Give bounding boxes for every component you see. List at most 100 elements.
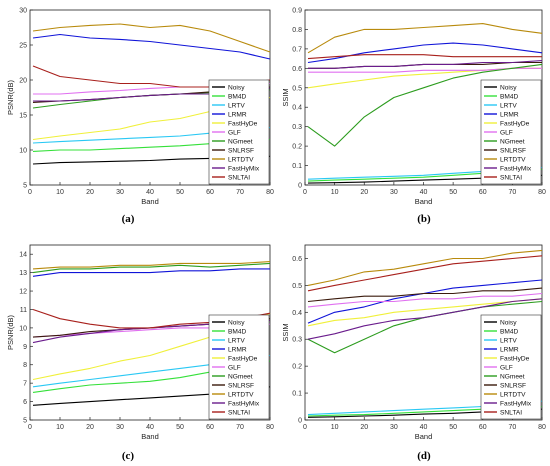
y-tick-label: 0.1 — [292, 163, 302, 170]
y-axis-label: PSNR(dB) — [6, 314, 15, 350]
y-tick-label: 0.4 — [292, 310, 302, 317]
legend-entry: GLF — [500, 364, 513, 371]
x-tick-label: 0 — [28, 189, 32, 196]
legend-entry: LRTV — [228, 337, 245, 344]
y-tick-label: 0.8 — [292, 27, 302, 34]
y-tick-label: 6 — [23, 399, 27, 406]
legend-entry: Noisy — [500, 319, 517, 326]
legend-entry: LRMR — [500, 346, 519, 353]
legend-entry: FastHyMix — [228, 400, 260, 407]
x-tick-label: 50 — [176, 189, 184, 196]
y-tick-label: 0.1 — [292, 391, 302, 398]
legend-entry: LRTDTV — [500, 156, 526, 163]
x-axis-label: Band — [415, 432, 433, 441]
x-tick-label: 60 — [479, 189, 487, 196]
x-tick-label: 30 — [390, 189, 398, 196]
y-axis-label: SSIM — [281, 88, 290, 106]
series-line-snlrsf — [307, 287, 543, 303]
y-tick-label: 0.3 — [292, 124, 302, 131]
legend-entry: NGmeet — [228, 373, 253, 380]
y-axis-label: PSNR(dB) — [6, 79, 15, 115]
legend-entry: SNLRSF — [500, 147, 526, 154]
series-line-lrmr — [32, 268, 270, 277]
series-line-lrtdtv — [307, 249, 543, 286]
legend-entry: FastHyMix — [500, 165, 532, 172]
legend-entry: FastHyMix — [500, 400, 532, 407]
legend-entry: LRTV — [228, 102, 245, 109]
series-line-fasthymix — [308, 60, 543, 69]
legend: Noisy BM4D LRTV LRMR FastHyDe GLF NGmeet SNLRSF… — [480, 79, 542, 185]
legend: Noisy BM4D LRTV LRMR FastHyDe GLF NGmeet SNLRSF… — [208, 79, 270, 185]
y-tick-label: 0.3 — [292, 337, 302, 344]
x-tick-label: 50 — [449, 424, 457, 431]
y-tick-label: 0.6 — [292, 256, 302, 263]
x-tick-label: 70 — [508, 424, 516, 431]
legend-entry: GLF — [228, 129, 241, 136]
y-tick-label: 0.7 — [292, 46, 302, 53]
series-line-fasthyde — [307, 298, 543, 327]
legend-entry: LRTDTV — [228, 156, 254, 163]
x-axis-label: Band — [141, 197, 159, 206]
y-tick-label: 8 — [23, 362, 27, 369]
legend: Noisy BM4D LRTV LRMR FastHyDe GLF NGmeet SNLRSF… — [480, 314, 542, 420]
series-line-ngmeet — [307, 63, 543, 147]
chart-panel-3: 0 10 20 30 40 50 60 70 80 5 6 7 8 9 10 11 12 13 14 Band PSNR… — [6, 244, 274, 462]
legend-entry: NGmeet — [500, 138, 525, 145]
x-tick-label: 40 — [146, 424, 154, 431]
chart-panel-2: 0 10 20 30 40 50 60 70 80 0 0.1 0.2 0.3 0.4 0.5 0.6 0.7 0… — [281, 8, 546, 226]
y-tick-label: 0.2 — [292, 364, 302, 371]
y-tick-label: 7 — [23, 381, 27, 388]
x-tick-label: 10 — [56, 424, 64, 431]
y-tick-label: 9 — [23, 344, 27, 351]
x-tick-label: 40 — [420, 424, 428, 431]
legend-entry: FastHyDe — [228, 120, 258, 127]
panel-caption: (a) — [122, 213, 135, 225]
series-line-lrmr — [307, 42, 543, 64]
series-line-glf — [307, 292, 543, 308]
legend-entry: FastHyDe — [228, 355, 258, 362]
series-line-ngmeet — [32, 262, 271, 274]
x-tick-label: 70 — [508, 189, 516, 196]
legend-entry: FastHyMix — [228, 165, 260, 172]
legend-entry: GLF — [228, 364, 241, 371]
x-tick-label: 80 — [538, 424, 546, 431]
legend-entry: BM4D — [500, 93, 519, 100]
y-tick-label: 15 — [19, 113, 27, 120]
legend-entry: LRTV — [500, 102, 517, 109]
legend-entry: LRMR — [228, 346, 247, 353]
series-line-lrtdtv — [32, 23, 271, 53]
legend-entry: Noisy — [228, 319, 245, 326]
legend-entry: SNLTAI — [500, 409, 522, 416]
x-tick-label: 30 — [116, 424, 124, 431]
y-tick-label: 13 — [19, 270, 27, 277]
legend-entry: SNLRSF — [228, 147, 254, 154]
legend-entry: BM4D — [500, 328, 519, 335]
legend-entry: BM4D — [228, 93, 247, 100]
x-tick-label: 0 — [303, 189, 307, 196]
y-tick-label: 5 — [23, 418, 27, 425]
x-tick-label: 20 — [360, 189, 368, 196]
x-axis-label: Band — [415, 197, 433, 206]
y-tick-label: 14 — [19, 252, 27, 259]
x-tick-label: 30 — [390, 424, 398, 431]
x-tick-label: 0 — [28, 424, 32, 431]
panel-caption: (c) — [122, 450, 135, 462]
chart-panel-1: 0 10 20 30 40 50 60 70 80 5 10 15 20 25 30 Band PSNR(dB)… — [6, 8, 274, 226]
chart-panel-4: 0 10 20 30 40 50 60 70 80 0 0.1 0.2 0.3 0.4 0.5 0.6 Band… — [281, 244, 546, 462]
y-tick-label: 25 — [19, 43, 27, 50]
legend-entry: LRTDTV — [228, 391, 254, 398]
y-tick-label: 0 — [298, 418, 302, 425]
x-tick-label: 10 — [331, 424, 339, 431]
x-tick-label: 80 — [266, 189, 274, 196]
y-tick-label: 5 — [23, 183, 27, 190]
panel-caption: (d) — [417, 450, 431, 462]
y-tick-label: 0.2 — [292, 144, 302, 151]
series-line-lrtdtv — [32, 261, 271, 270]
legend-entry: Noisy — [500, 84, 517, 91]
legend: Noisy BM4D LRTV LRMR FastHyDe GLF NGmeet SNLRSF… — [208, 314, 270, 420]
legend-entry: SNLRSF — [500, 382, 526, 389]
y-tick-label: 12 — [19, 289, 27, 296]
legend-entry: LRMR — [500, 111, 519, 118]
x-tick-label: 60 — [206, 424, 214, 431]
x-tick-label: 10 — [56, 189, 64, 196]
